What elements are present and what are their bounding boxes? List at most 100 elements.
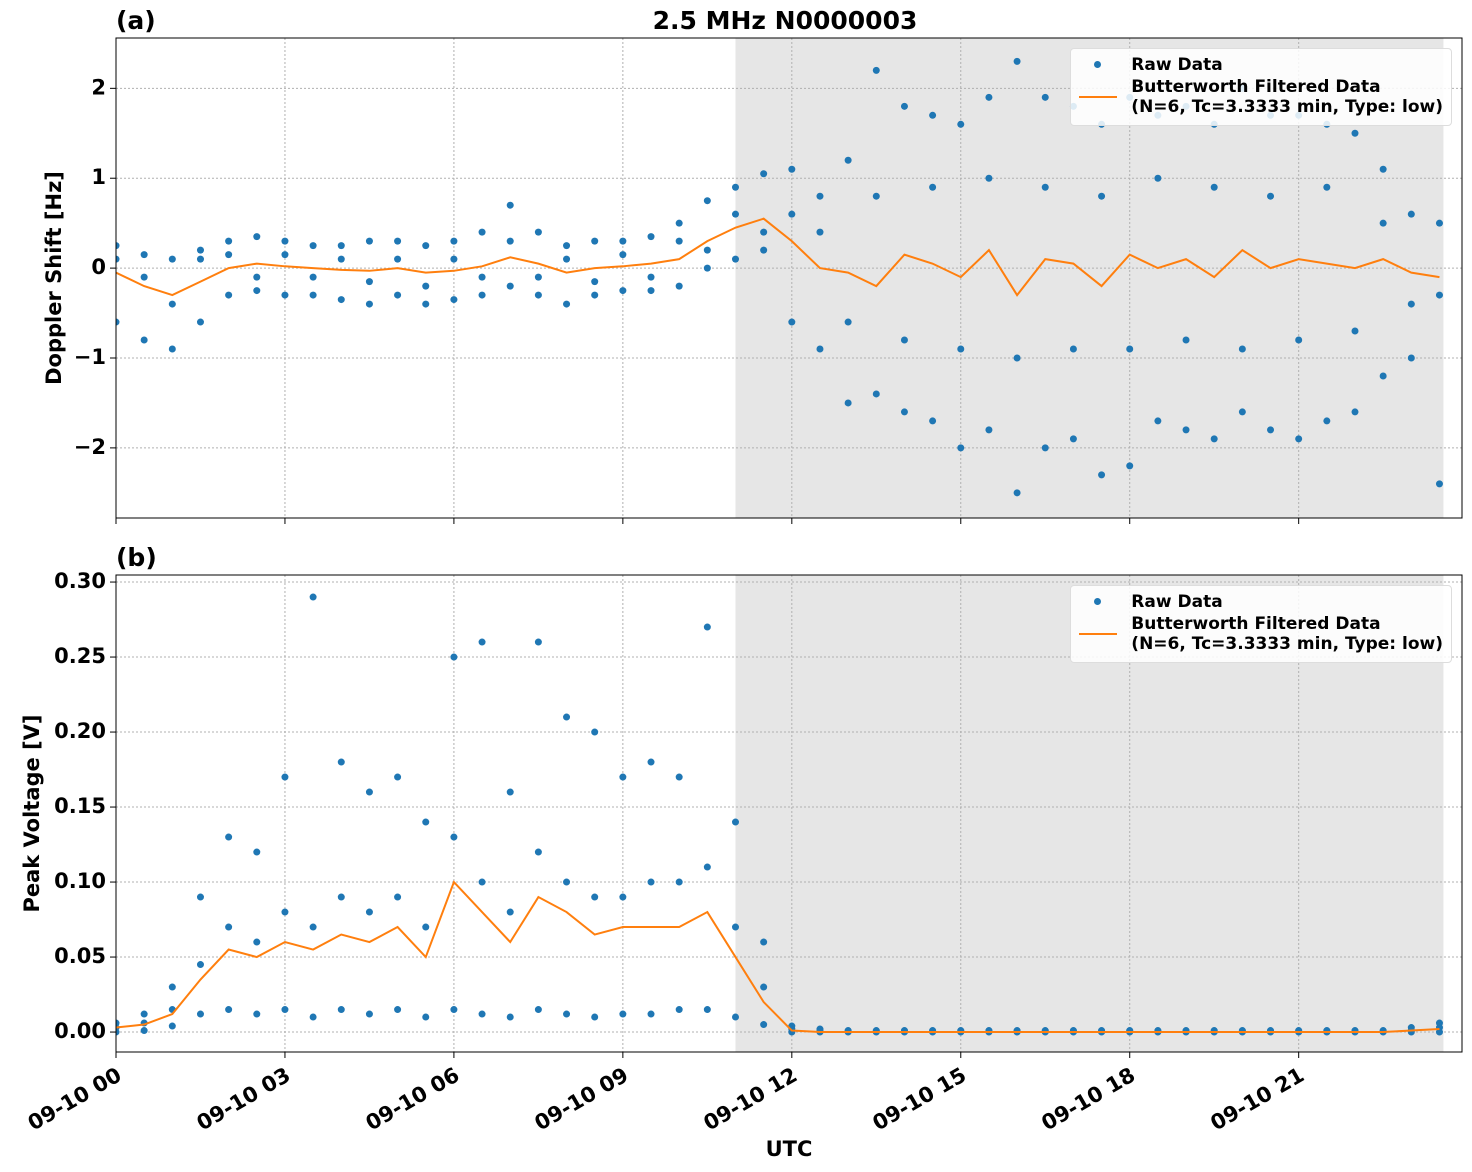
raw-point [196, 1010, 204, 1018]
raw-point [337, 1006, 345, 1014]
raw-point [534, 291, 542, 299]
raw-point [929, 111, 937, 119]
raw-point [760, 246, 768, 254]
y-tick-label: 0.10 [54, 869, 106, 893]
raw-point [281, 291, 289, 299]
x-tick-label: 09-10 03 [193, 1063, 295, 1136]
raw-point [253, 848, 261, 856]
raw-point [1379, 372, 1387, 380]
legend-entry: Raw Data [1079, 55, 1443, 75]
legend-entry: Butterworth Filtered Data (N=6, Tc=3.333… [1079, 77, 1443, 117]
raw-point [985, 426, 993, 434]
raw-point [365, 278, 373, 286]
raw-point [563, 255, 571, 263]
raw-point [253, 273, 261, 281]
raw-point [394, 291, 402, 299]
raw-point [788, 318, 796, 326]
raw-point [731, 255, 739, 263]
raw-point [422, 282, 430, 290]
raw-point [816, 345, 824, 353]
raw-point [591, 728, 599, 736]
raw-point [450, 653, 458, 661]
raw-point [675, 282, 683, 290]
y-axis-label: Peak Voltage [V] [20, 714, 44, 912]
raw-point [116, 242, 120, 250]
raw-point [1323, 183, 1331, 191]
raw-point [506, 201, 514, 209]
raw-point [534, 638, 542, 646]
raw-point [1379, 165, 1387, 173]
raw-point [422, 818, 430, 826]
x-tick-label: 09-10 09 [531, 1063, 633, 1136]
raw-point [760, 938, 768, 946]
raw-point [591, 1013, 599, 1021]
raw-point [116, 318, 120, 326]
raw-point [225, 923, 233, 931]
raw-point [1238, 408, 1246, 416]
raw-point [253, 233, 261, 241]
raw-point [478, 1010, 486, 1018]
raw-point [140, 336, 148, 344]
raw-point [1154, 174, 1162, 182]
raw-point [309, 923, 317, 931]
raw-point [1013, 489, 1021, 497]
raw-point [534, 1006, 542, 1014]
raw-point [703, 197, 711, 205]
raw-point [422, 242, 430, 250]
raw-point [281, 1006, 289, 1014]
y-tick-label: 0 [91, 255, 106, 279]
raw-point [253, 938, 261, 946]
raw-point [1435, 219, 1443, 227]
raw-point [450, 1006, 458, 1014]
raw-point [703, 863, 711, 871]
raw-point [225, 1006, 233, 1014]
raw-point [309, 242, 317, 250]
panel-label: (b) [116, 543, 157, 572]
raw-point [929, 183, 937, 191]
x-tick-label: 09-10 00 [24, 1063, 126, 1136]
raw-point [619, 237, 627, 245]
y-tick-label: 0.00 [54, 1019, 106, 1043]
raw-point [760, 983, 768, 991]
raw-point [1407, 300, 1415, 308]
raw-point [1013, 57, 1021, 65]
raw-point [534, 228, 542, 236]
raw-point [1267, 192, 1275, 200]
raw-point [1407, 354, 1415, 362]
raw-point [703, 1006, 711, 1014]
y-tick-label: 0.25 [54, 644, 106, 668]
raw-point [225, 237, 233, 245]
raw-point [281, 237, 289, 245]
raw-point [1041, 444, 1049, 452]
raw-point [1069, 345, 1077, 353]
raw-point [647, 273, 655, 281]
raw-point [1407, 1024, 1415, 1032]
raw-point [478, 878, 486, 886]
raw-point [225, 251, 233, 259]
raw-point [563, 878, 571, 886]
raw-point [534, 848, 542, 856]
raw-point [365, 788, 373, 796]
raw-point [563, 300, 571, 308]
raw-point [1435, 291, 1443, 299]
raw-point [450, 255, 458, 263]
axes-frame [115, 574, 1463, 1053]
x-axis-label: UTC [766, 1137, 813, 1161]
legend-key [1079, 614, 1118, 635]
y-tick-label: 1 [91, 165, 106, 189]
raw-point [506, 788, 514, 796]
raw-point [506, 237, 514, 245]
raw-point [1351, 327, 1359, 335]
raw-point [957, 345, 965, 353]
raw-point [394, 893, 402, 901]
raw-point [788, 210, 796, 218]
raw-point [591, 291, 599, 299]
raw-point [1069, 435, 1077, 443]
raw-point [225, 291, 233, 299]
raw-point [760, 1021, 768, 1029]
raw-point [985, 93, 993, 101]
raw-point [365, 300, 373, 308]
raw-point [140, 1010, 148, 1018]
raw-point [619, 1010, 627, 1018]
raw-point [116, 1019, 120, 1027]
